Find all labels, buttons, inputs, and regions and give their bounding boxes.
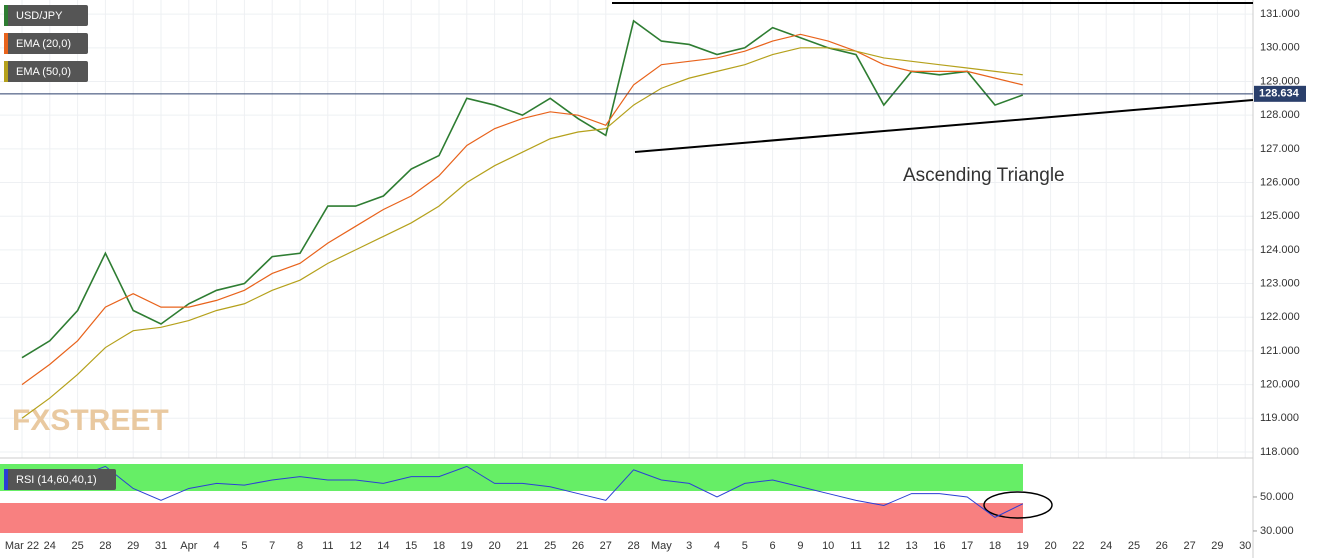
x-tick-label: 12 <box>878 540 890 552</box>
legend-label: EMA (50,0) <box>16 66 71 78</box>
y-tick-label: 124.000 <box>1260 244 1300 256</box>
y-tick-label: 126.000 <box>1260 176 1300 188</box>
x-tick-label: 15 <box>405 540 417 552</box>
legend-swatch <box>4 61 8 82</box>
x-tick-label: 26 <box>572 540 584 552</box>
x-tick-label: 19 <box>1017 540 1029 552</box>
x-tick-label: 20 <box>1044 540 1056 552</box>
series-line <box>21 465 1024 518</box>
x-tick-label: 25 <box>71 540 83 552</box>
x-tick-label: 11 <box>850 540 861 552</box>
y-tick-label: 120.000 <box>1260 378 1300 390</box>
legend-box <box>4 469 116 490</box>
y-tick-label: 127.000 <box>1260 143 1300 155</box>
x-tick-label: 6 <box>770 540 776 552</box>
y-tick-label: 118.000 <box>1260 446 1299 458</box>
watermark: FXSTREET <box>12 404 169 437</box>
y-tick-label: 122.000 <box>1260 311 1300 323</box>
x-tick-label: 29 <box>127 540 139 552</box>
x-tick-label: 3 <box>686 540 692 552</box>
x-tick-label: 18 <box>433 540 445 552</box>
x-tick-label: 5 <box>241 540 247 552</box>
x-tick-label: 24 <box>1100 540 1112 552</box>
x-tick-label: Mar 22 <box>5 540 39 552</box>
y-tick-label: 128.000 <box>1260 109 1300 121</box>
series-line <box>21 47 1023 419</box>
x-tick-label: 30 <box>1239 540 1251 552</box>
legend-box <box>4 61 88 82</box>
highlight-ellipse <box>983 491 1053 519</box>
x-tick-label: 9 <box>797 540 803 552</box>
x-tick-label: 20 <box>488 540 500 552</box>
x-tick-label: 25 <box>1128 540 1140 552</box>
legend-box <box>4 5 88 26</box>
legend-swatch <box>4 5 8 26</box>
x-tick-label: 28 <box>627 540 639 552</box>
x-tick-label: 21 <box>516 540 528 552</box>
legend-swatch <box>4 33 8 54</box>
x-tick-label: 16 <box>933 540 945 552</box>
x-tick-label: 24 <box>44 540 56 552</box>
x-tick-label: 8 <box>297 540 303 552</box>
x-tick-label: 4 <box>714 540 720 552</box>
x-tick-label: 7 <box>269 540 275 552</box>
x-tick-label: 27 <box>1183 540 1195 552</box>
x-tick-label: 27 <box>600 540 612 552</box>
y-tick-label: 131.000 <box>1260 8 1300 20</box>
x-tick-label: 26 <box>1156 540 1168 552</box>
x-tick-label: 18 <box>989 540 1001 552</box>
x-tick-label: May <box>651 540 672 552</box>
legend-box <box>4 33 88 54</box>
x-tick-label: 28 <box>99 540 111 552</box>
legend-label: USD/JPY <box>16 10 63 22</box>
x-tick-label: Apr <box>180 540 197 552</box>
oversold-zone <box>0 503 1023 533</box>
x-tick-label: 25 <box>544 540 556 552</box>
last-price-badge <box>1254 85 1306 102</box>
legend-label: RSI (14,60,40,1) <box>16 474 97 486</box>
y-tick-label: 129.000 <box>1260 75 1300 87</box>
y-tick-label: 130.000 <box>1260 42 1300 54</box>
legend-swatch <box>4 469 8 490</box>
legend-label: EMA (20,0) <box>16 38 71 50</box>
annotation: Ascending Triangle <box>903 165 1065 186</box>
x-tick-label: 17 <box>961 540 973 552</box>
x-tick-label: 11 <box>322 540 333 552</box>
x-tick-label: 22 <box>1072 540 1084 552</box>
x-tick-label: 10 <box>822 540 834 552</box>
support-line <box>634 99 1254 153</box>
x-tick-label: 14 <box>377 540 389 552</box>
x-tick-label: 5 <box>742 540 748 552</box>
y-tick-label: 50.000 <box>1260 491 1294 503</box>
x-tick-label: 13 <box>905 540 917 552</box>
x-tick-label: 19 <box>461 540 473 552</box>
y-tick-label: 121.000 <box>1260 345 1300 357</box>
y-tick-label: 119.000 <box>1260 412 1299 424</box>
x-tick-label: 12 <box>349 540 361 552</box>
x-tick-label: 4 <box>214 540 220 552</box>
last-price-label: 128.634 <box>1259 88 1300 100</box>
x-tick-label: 31 <box>155 540 167 552</box>
x-tick-label: 29 <box>1211 540 1223 552</box>
y-tick-label: 123.000 <box>1260 277 1300 289</box>
y-tick-label: 30.000 <box>1260 525 1294 537</box>
series-line <box>21 19 1024 359</box>
y-tick-label: 125.000 <box>1260 210 1300 222</box>
overbought-zone <box>0 464 1023 491</box>
